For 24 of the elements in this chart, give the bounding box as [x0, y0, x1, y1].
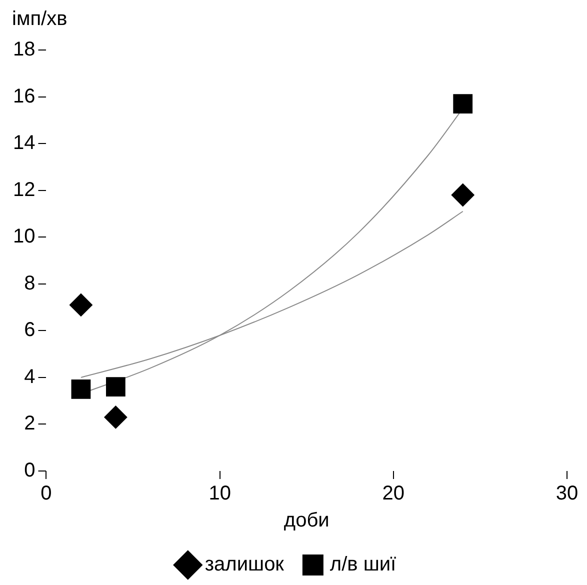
y-tick-label: 6 [24, 319, 36, 342]
point [106, 377, 126, 396]
y-tick-label: 16 [12, 85, 36, 108]
x-tick-label: 20 [382, 482, 405, 505]
y-tick-label: 12 [12, 178, 36, 201]
y-tick-label: 18 [12, 38, 36, 61]
y-tick-label: 10 [12, 226, 36, 248]
legend-label: л/в шиї [330, 554, 397, 576]
point [453, 94, 473, 114]
point [71, 379, 91, 399]
point [451, 184, 474, 207]
x-tick-label: 30 [556, 482, 578, 505]
point [104, 406, 128, 429]
y-tick-label: 2 [24, 412, 36, 435]
x-axis-title: доби [284, 510, 330, 532]
y-axis-title: імп/хв [12, 8, 68, 31]
x-tick-label: 10 [208, 482, 231, 505]
y-tick-label: 14 [12, 132, 36, 154]
y-tick-label: 8 [24, 272, 36, 294]
y-tick-label: 4 [24, 366, 36, 388]
y-tick-label: 0 [24, 460, 36, 482]
point [69, 293, 92, 316]
legend-label: залишок [204, 554, 284, 576]
x-tick-label: 0 [40, 482, 52, 505]
